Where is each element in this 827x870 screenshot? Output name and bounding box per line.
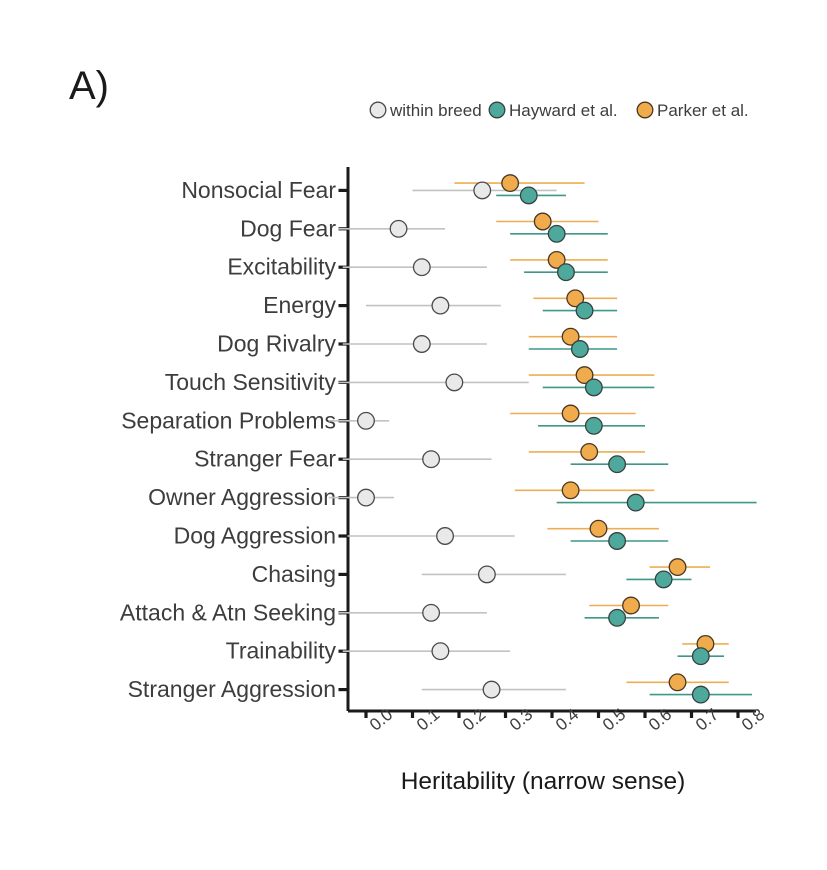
- svg-text:Trainability: Trainability: [226, 638, 337, 664]
- svg-text:Nonsocial Fear: Nonsocial Fear: [181, 177, 336, 203]
- svg-text:Separation Problems: Separation Problems: [121, 407, 336, 433]
- svg-text:A): A): [69, 64, 109, 108]
- svg-text:Dog Rivalry: Dog Rivalry: [217, 331, 336, 357]
- svg-text:Energy: Energy: [263, 292, 336, 318]
- svg-text:Chasing: Chasing: [252, 561, 336, 587]
- svg-text:Hayward et al.: Hayward et al.: [509, 101, 618, 120]
- svg-text:Stranger Fear: Stranger Fear: [194, 446, 336, 472]
- svg-text:Touch Sensitivity: Touch Sensitivity: [165, 369, 337, 395]
- svg-text:Attach & Atn Seeking: Attach & Atn Seeking: [120, 599, 336, 625]
- svg-text:within breed: within breed: [389, 101, 482, 120]
- svg-text:Parker et al.: Parker et al.: [657, 101, 749, 120]
- svg-text:Owner Aggression: Owner Aggression: [148, 484, 336, 510]
- svg-text:Dog Aggression: Dog Aggression: [174, 523, 336, 549]
- svg-text:Dog Fear: Dog Fear: [240, 215, 336, 241]
- svg-text:Excitability: Excitability: [227, 254, 336, 280]
- svg-text:Heritability (narrow sense): Heritability (narrow sense): [401, 768, 686, 795]
- svg-text:Stranger Aggression: Stranger Aggression: [128, 676, 336, 702]
